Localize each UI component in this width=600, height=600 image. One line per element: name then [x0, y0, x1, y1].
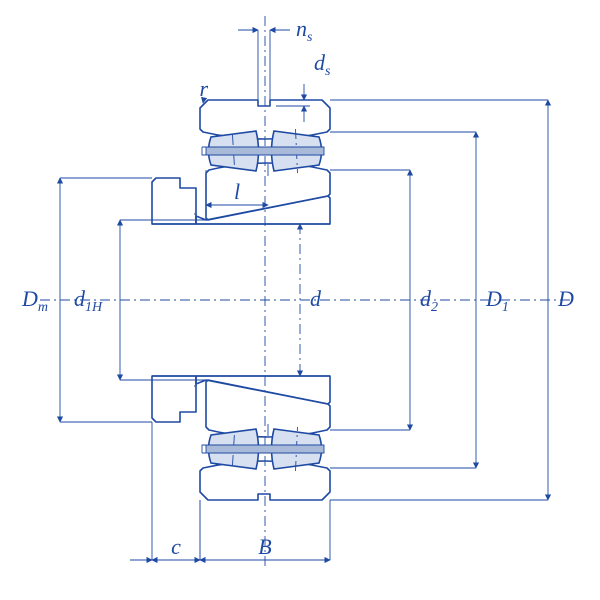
dimension-label: l — [234, 179, 240, 204]
adapter-sleeve — [196, 376, 330, 404]
dimension-label: D1 — [485, 286, 509, 315]
bottom-half — [152, 376, 330, 500]
dimension-label: c — [171, 534, 181, 559]
dimension-label: B — [258, 534, 271, 559]
dimension-label: ns — [296, 16, 313, 45]
cage — [206, 445, 324, 453]
dimensions-group: D D1 d2 d d1H Dm l Bc nsds r — [21, 16, 574, 560]
adapter-sleeve — [196, 196, 330, 224]
dimension-label: d1H — [74, 286, 103, 315]
lock-nut — [152, 376, 196, 422]
cage — [206, 147, 324, 155]
dimension-label: r — [199, 76, 208, 101]
dimension-label: D — [557, 286, 574, 311]
dimension-label: Dm — [21, 286, 48, 315]
dimension-label: ds — [314, 50, 331, 79]
bearing-cross-section-diagram: D D1 d2 d d1H Dm l Bc nsds r — [0, 0, 600, 600]
dimension-label: d — [310, 286, 322, 311]
dimension-label: d2 — [420, 286, 438, 315]
lock-nut — [152, 178, 196, 224]
